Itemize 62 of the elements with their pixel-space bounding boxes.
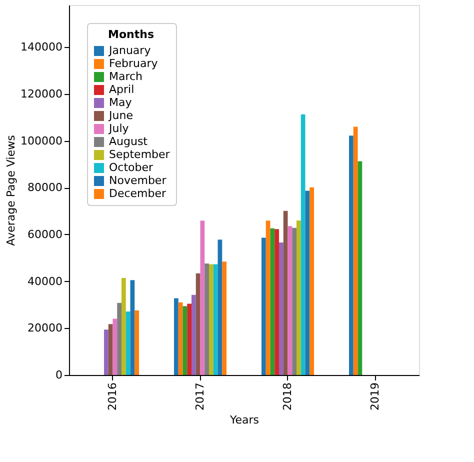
legend-label: January — [108, 44, 152, 57]
bar — [310, 187, 314, 375]
bar — [187, 304, 192, 375]
y-tick-label: 140000 — [20, 40, 62, 54]
bar — [349, 136, 354, 375]
bar — [126, 312, 130, 375]
y-tick-label: 40000 — [28, 274, 62, 288]
legend-label: July — [108, 122, 130, 135]
bar — [178, 302, 183, 375]
bar — [182, 306, 188, 375]
bar — [192, 294, 196, 375]
legend-label: August — [109, 135, 148, 148]
x-tick-label: 2019 — [368, 382, 382, 410]
bar — [262, 238, 266, 375]
bar — [130, 280, 135, 375]
legend-label: February — [109, 57, 158, 70]
x-tick-label: 2018 — [280, 382, 294, 410]
bar — [204, 264, 209, 375]
legend-label: September — [109, 148, 170, 161]
bar — [296, 220, 301, 375]
legend-label: December — [109, 187, 167, 200]
bar — [108, 324, 113, 375]
bar — [222, 262, 226, 375]
legend-label: March — [109, 70, 143, 83]
legend-label: June — [108, 109, 134, 122]
y-tick-label: 0 — [56, 368, 62, 382]
legend-title: Months — [108, 28, 154, 41]
y-tick-label: 20000 — [28, 322, 62, 335]
bar — [283, 210, 288, 375]
bar — [112, 318, 118, 375]
bar — [122, 278, 126, 375]
legend-label: April — [109, 83, 134, 96]
bar — [270, 228, 275, 375]
bar — [288, 226, 292, 375]
bar — [358, 161, 362, 375]
bar — [174, 298, 178, 375]
legend-label: May — [109, 96, 132, 109]
legend-label: November — [109, 174, 167, 187]
bar — [300, 114, 306, 375]
bar — [305, 190, 310, 375]
y-axis-title: Average Page Views — [4, 134, 18, 246]
bar — [134, 310, 139, 375]
bar — [196, 273, 200, 375]
y-tick-label: 60000 — [28, 228, 62, 241]
bar — [279, 242, 284, 375]
bar — [200, 220, 205, 375]
y-tick-label: 120000 — [20, 87, 62, 100]
bar — [274, 229, 279, 375]
x-tick-label: 2017 — [193, 382, 206, 410]
bar — [292, 228, 296, 375]
bar — [117, 302, 122, 375]
bar — [209, 264, 214, 375]
bar — [266, 220, 270, 375]
bar — [104, 330, 108, 375]
y-tick-label: 100000 — [20, 134, 62, 148]
bar — [218, 240, 222, 375]
bar — [213, 264, 218, 375]
x-axis-title: Years — [228, 413, 260, 426]
x-tick-label: 2016 — [106, 382, 119, 410]
y-tick-label: 80000 — [28, 181, 62, 194]
legend-label: October — [109, 161, 154, 174]
bar — [353, 126, 358, 375]
